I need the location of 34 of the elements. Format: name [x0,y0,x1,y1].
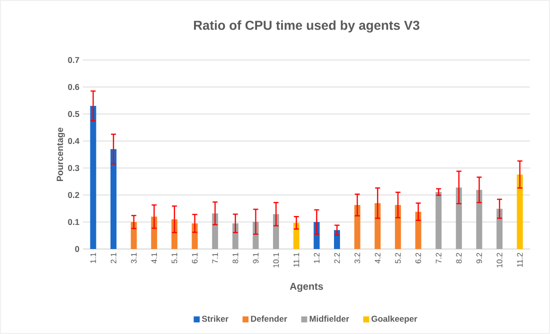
y-tick-label: 0.2 [68,192,80,198]
bar [273,214,280,249]
bar [496,208,503,249]
y-tick-label: 0.4 [68,138,80,144]
bar [516,174,523,249]
legend-label: Defender [251,316,288,322]
bar [374,203,381,249]
bar [151,216,158,249]
bar [212,213,218,249]
y-tick-label: 0.5 [68,111,80,117]
bar [171,219,178,249]
bar [394,204,401,249]
legend-label: Striker [202,316,228,322]
bar [476,190,482,249]
bar [456,187,462,249]
x-axis-title: Agents [290,282,323,292]
legend-label: Midfielder [310,316,350,322]
y-tick-label: 0.7 [68,57,80,63]
chart-title: Ratio of CPU time used by agents V3 [194,20,420,33]
y-tick-label: 0.6 [68,84,80,90]
y-tick-label: 0 [75,246,80,252]
y-axis-title: Pourcentage [56,128,65,182]
bar [90,106,96,249]
bar [232,223,238,249]
bar [293,222,300,249]
bar [130,222,137,249]
legend-label: Goalkeeper [372,316,418,324]
bar [354,204,360,249]
bar [110,149,116,249]
bar [436,192,442,249]
bar [415,212,422,249]
y-tick-label: 0.3 [68,165,80,171]
y-tick-label: 0.1 [68,219,80,225]
bar [334,230,340,249]
